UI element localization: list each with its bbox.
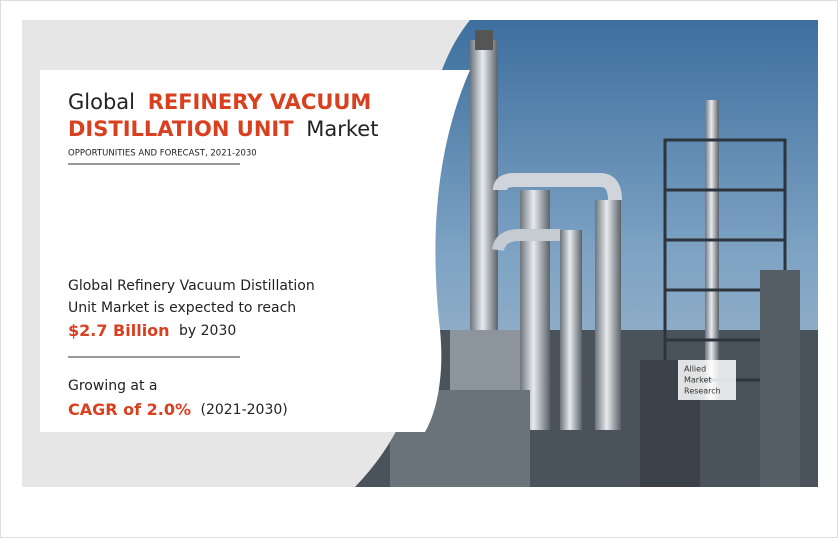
logo-text: Research: [684, 387, 721, 396]
market-value: $2.7 Billion: [68, 321, 170, 340]
cagr-value: CAGR of 2.0%: [68, 400, 191, 419]
statement-text: Global Refinery Vacuum Distillation: [68, 278, 315, 294]
title: Global REFINERY VACUUM: [68, 90, 371, 114]
growth-text: CAGR of 2.0% (2021-2030): [68, 400, 288, 419]
title: DISTILLATION UNIT Market: [68, 117, 378, 141]
subtitle: OPPORTUNITIES AND FORECAST, 2021-2030: [68, 149, 257, 159]
statement-tail: by 2030: [179, 323, 236, 339]
growth-text: Growing at a: [68, 378, 158, 394]
title-prefix: Global: [68, 90, 135, 114]
title-highlight: DISTILLATION UNIT: [68, 117, 294, 141]
logo-text: Market: [684, 376, 712, 385]
statement-text: Unit Market is expected to reach: [68, 300, 296, 316]
logo-text: Allied: [684, 365, 706, 374]
infographic: Allied Market Research Global REFINERY V…: [0, 0, 838, 538]
growth-period: (2021-2030): [201, 402, 288, 418]
title-highlight: REFINERY VACUUM: [148, 90, 372, 114]
title-suffix: Market: [306, 117, 378, 141]
statement-text: $2.7 Billion by 2030: [68, 321, 236, 340]
